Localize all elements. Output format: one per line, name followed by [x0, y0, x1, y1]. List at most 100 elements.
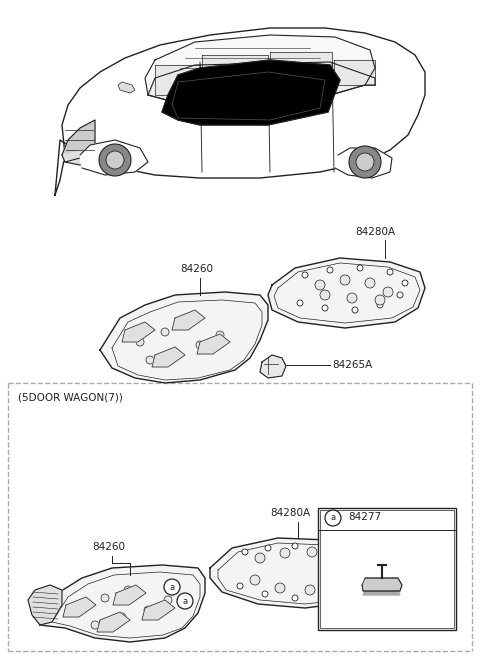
Circle shape — [262, 591, 268, 597]
Polygon shape — [268, 258, 425, 328]
Circle shape — [305, 585, 315, 595]
Text: a: a — [330, 514, 336, 522]
Circle shape — [177, 593, 193, 609]
Circle shape — [302, 272, 308, 278]
Bar — [318, 508, 456, 630]
Text: 84260: 84260 — [92, 542, 125, 552]
Circle shape — [146, 356, 154, 364]
Polygon shape — [152, 347, 185, 367]
Polygon shape — [363, 591, 400, 595]
Circle shape — [124, 586, 132, 594]
Circle shape — [242, 549, 248, 555]
Polygon shape — [118, 82, 135, 93]
Bar — [320, 510, 454, 628]
Circle shape — [402, 280, 408, 286]
Circle shape — [375, 295, 385, 305]
Polygon shape — [260, 355, 286, 378]
Polygon shape — [62, 148, 110, 165]
Circle shape — [387, 269, 393, 275]
Text: 84277: 84277 — [348, 512, 381, 522]
Circle shape — [118, 613, 126, 621]
Circle shape — [216, 331, 224, 339]
Circle shape — [352, 307, 358, 313]
Circle shape — [76, 604, 84, 612]
Polygon shape — [197, 334, 230, 354]
Circle shape — [91, 621, 99, 629]
Polygon shape — [155, 65, 200, 95]
Circle shape — [144, 606, 152, 614]
Circle shape — [315, 280, 325, 290]
Circle shape — [164, 579, 180, 595]
Polygon shape — [63, 597, 96, 617]
Circle shape — [349, 589, 355, 595]
Polygon shape — [80, 140, 148, 175]
Polygon shape — [334, 60, 375, 85]
Text: 84260: 84260 — [180, 264, 213, 274]
Polygon shape — [145, 35, 375, 105]
Circle shape — [255, 553, 265, 563]
Polygon shape — [362, 578, 402, 591]
Polygon shape — [100, 292, 268, 383]
Text: 84280A: 84280A — [270, 508, 310, 518]
Circle shape — [327, 267, 333, 273]
Circle shape — [383, 287, 393, 297]
Circle shape — [307, 547, 317, 557]
Circle shape — [171, 348, 179, 356]
Circle shape — [99, 144, 131, 176]
Circle shape — [320, 290, 330, 300]
Circle shape — [375, 567, 381, 573]
Circle shape — [377, 302, 383, 308]
Text: (5DOOR WAGON(7)): (5DOOR WAGON(7)) — [18, 392, 123, 402]
Polygon shape — [142, 600, 175, 620]
Text: 84280A: 84280A — [355, 227, 395, 237]
Circle shape — [397, 292, 403, 298]
Circle shape — [164, 596, 172, 604]
Circle shape — [369, 580, 375, 586]
Circle shape — [161, 328, 169, 336]
Circle shape — [106, 151, 124, 169]
Circle shape — [349, 146, 381, 178]
Circle shape — [340, 275, 350, 285]
Circle shape — [265, 545, 271, 551]
Polygon shape — [62, 120, 95, 162]
Circle shape — [136, 338, 144, 346]
Circle shape — [357, 265, 363, 271]
Circle shape — [292, 595, 298, 601]
Circle shape — [333, 552, 343, 562]
Circle shape — [322, 305, 328, 311]
Polygon shape — [97, 612, 130, 632]
Polygon shape — [55, 28, 425, 195]
Circle shape — [356, 153, 374, 171]
Circle shape — [319, 544, 325, 550]
Polygon shape — [28, 585, 62, 625]
Text: 84265A: 84265A — [332, 360, 372, 370]
Circle shape — [365, 557, 371, 563]
Polygon shape — [335, 148, 392, 178]
Circle shape — [347, 293, 357, 303]
Polygon shape — [148, 62, 375, 105]
Polygon shape — [40, 565, 205, 642]
Circle shape — [333, 581, 343, 591]
Circle shape — [250, 575, 260, 585]
Polygon shape — [172, 310, 205, 330]
Circle shape — [181, 321, 189, 329]
Circle shape — [297, 300, 303, 306]
Text: a: a — [182, 596, 188, 605]
Circle shape — [196, 341, 204, 349]
Circle shape — [280, 548, 290, 558]
Circle shape — [292, 543, 298, 549]
Polygon shape — [210, 538, 388, 608]
Text: a: a — [169, 583, 175, 592]
Circle shape — [101, 594, 109, 602]
Circle shape — [325, 510, 341, 526]
Circle shape — [353, 573, 363, 583]
Circle shape — [237, 583, 243, 589]
Circle shape — [345, 549, 351, 555]
Circle shape — [355, 560, 365, 570]
Polygon shape — [270, 52, 332, 98]
Polygon shape — [162, 60, 340, 125]
Circle shape — [365, 278, 375, 288]
Circle shape — [275, 583, 285, 593]
Polygon shape — [113, 585, 146, 605]
Polygon shape — [122, 322, 155, 342]
